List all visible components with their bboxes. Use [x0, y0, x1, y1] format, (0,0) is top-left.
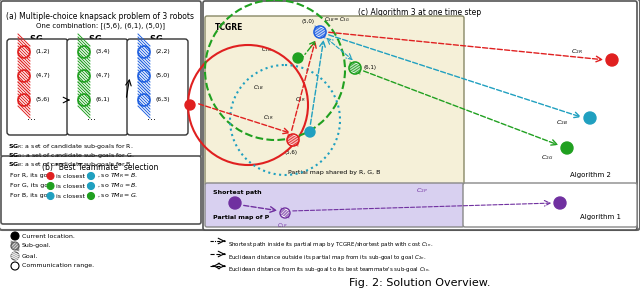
Circle shape — [287, 134, 299, 146]
Circle shape — [293, 53, 303, 63]
Circle shape — [78, 46, 90, 58]
Circle shape — [554, 197, 566, 209]
Text: Partial map shared by R, G, B: Partial map shared by R, G, B — [288, 170, 380, 175]
Text: $C_{1P}$: $C_{1P}$ — [276, 221, 287, 230]
Text: (5,0): (5,0) — [301, 19, 314, 24]
Text: ...: ... — [147, 112, 157, 122]
Text: , so $\mathit{TM}_G = B.$: , so $\mathit{TM}_G = B.$ — [97, 182, 138, 190]
Circle shape — [138, 94, 150, 106]
Text: $\mathbf{SG}_B$: a set of candidate sub-goals for B.: $\mathbf{SG}_B$: a set of candidate sub-… — [8, 160, 134, 169]
Text: Algorithm 2: Algorithm 2 — [570, 172, 611, 178]
Text: $\mathbf{SG}_R$: a set of candidate sub-goals for R.: $\mathbf{SG}_R$: a set of candidate sub-… — [8, 142, 134, 151]
Circle shape — [88, 192, 95, 200]
Text: ...: ... — [88, 112, 97, 122]
FancyBboxPatch shape — [203, 1, 637, 230]
Text: $C_{3R}$: $C_{3R}$ — [295, 95, 305, 104]
Text: (5,0): (5,0) — [156, 73, 170, 79]
Circle shape — [314, 26, 326, 38]
Text: $C_{2B}$: $C_{2B}$ — [556, 119, 568, 127]
Text: Shortest path: Shortest path — [213, 190, 262, 195]
Text: Euclidean distance outside its partial map from its sub-goal to goal $C_{2n}$.: Euclidean distance outside its partial m… — [228, 253, 426, 262]
Text: $C_{1B}$: $C_{1B}$ — [253, 84, 263, 92]
Text: Euclidean distance from its sub-goal to its best teammate's sub-goal $C_{3n}$.: Euclidean distance from its sub-goal to … — [228, 265, 431, 274]
Text: Partial map of P: Partial map of P — [213, 215, 269, 220]
Text: is closest to: is closest to — [56, 184, 94, 188]
Text: Current location.: Current location. — [22, 234, 75, 239]
FancyBboxPatch shape — [7, 39, 68, 135]
Text: ...: ... — [28, 112, 36, 122]
Circle shape — [88, 182, 95, 189]
FancyBboxPatch shape — [205, 183, 464, 227]
Circle shape — [305, 127, 315, 137]
Text: is closest to: is closest to — [56, 193, 94, 199]
Text: (5,6): (5,6) — [36, 98, 51, 103]
Text: , so $\mathit{TM}_R = B.$: , so $\mathit{TM}_R = B.$ — [97, 172, 138, 181]
Text: TCGRE: TCGRE — [215, 23, 243, 32]
Circle shape — [18, 70, 30, 82]
Circle shape — [584, 112, 596, 124]
Circle shape — [561, 142, 573, 154]
Text: (6,1): (6,1) — [363, 65, 376, 71]
Text: One combination: [(5,6), (6,1), (5,0)]: One combination: [(5,6), (6,1), (5,0)] — [35, 22, 164, 29]
Circle shape — [78, 94, 90, 106]
Circle shape — [138, 70, 150, 82]
Text: Fig. 2: Solution Overview.: Fig. 2: Solution Overview. — [349, 278, 491, 288]
Text: For R, its goal: For R, its goal — [10, 173, 53, 178]
Circle shape — [11, 262, 19, 270]
Text: (6,1): (6,1) — [96, 98, 111, 103]
Text: Goal.: Goal. — [22, 254, 38, 258]
Circle shape — [88, 173, 95, 180]
Text: $C_{3B}=C_{3G}$: $C_{3B}=C_{3G}$ — [324, 15, 350, 24]
Text: Shortest path inside its partial map by TCGRE/shortest path with cost $C_{1n}$.: Shortest path inside its partial map by … — [228, 240, 433, 249]
Text: For G, its goal: For G, its goal — [10, 184, 54, 188]
Circle shape — [47, 182, 54, 189]
Text: $C_{2P}$: $C_{2P}$ — [416, 186, 428, 195]
Text: $\mathbf{SG}_R$: $\mathbf{SG}_R$ — [29, 34, 47, 46]
Text: $C_{2G}$: $C_{2G}$ — [541, 154, 553, 162]
Circle shape — [11, 242, 19, 250]
Text: (3,4): (3,4) — [96, 49, 111, 55]
Circle shape — [185, 100, 195, 110]
FancyBboxPatch shape — [67, 39, 128, 135]
Text: (4,7): (4,7) — [36, 73, 51, 79]
Text: $\mathbf{SG}_B$: $\mathbf{SG}_B$ — [148, 34, 167, 46]
Circle shape — [78, 70, 90, 82]
Circle shape — [229, 197, 241, 209]
Circle shape — [47, 192, 54, 200]
Text: Sub-goal.: Sub-goal. — [22, 243, 52, 248]
Text: is closest to: is closest to — [56, 173, 94, 178]
Text: Algorithm 1: Algorithm 1 — [579, 214, 621, 220]
Text: (4,7): (4,7) — [96, 73, 111, 79]
Text: $\mathbf{SG}_G$: $\mathbf{SG}_G$ — [88, 34, 108, 46]
Circle shape — [280, 208, 290, 218]
Text: $C_{2R}$: $C_{2R}$ — [571, 48, 583, 56]
FancyBboxPatch shape — [463, 183, 637, 227]
Text: , so $\mathit{TM}_B = G.$: , so $\mathit{TM}_B = G.$ — [97, 192, 138, 200]
FancyBboxPatch shape — [0, 0, 640, 230]
Text: (c) Algorithm 3 at one time step: (c) Algorithm 3 at one time step — [358, 8, 481, 17]
Text: $C_{1R}$: $C_{1R}$ — [262, 114, 273, 122]
FancyBboxPatch shape — [1, 156, 201, 224]
FancyBboxPatch shape — [1, 1, 201, 157]
Circle shape — [606, 54, 618, 66]
Circle shape — [138, 46, 150, 58]
Text: (5,6): (5,6) — [285, 150, 298, 155]
Text: (a) Multiple-choice knapsack problem of 3 robots: (a) Multiple-choice knapsack problem of … — [6, 12, 194, 21]
Text: (b) "Best Teammate" selection: (b) "Best Teammate" selection — [42, 163, 158, 172]
Circle shape — [349, 62, 361, 74]
FancyBboxPatch shape — [127, 39, 188, 135]
Text: For B, its goal: For B, its goal — [10, 193, 53, 199]
Circle shape — [18, 94, 30, 106]
Circle shape — [47, 173, 54, 180]
Text: (2,2): (2,2) — [156, 49, 171, 55]
Text: $\mathbf{SG}_G$: a set of candidate sub-goals for G.: $\mathbf{SG}_G$: a set of candidate sub-… — [8, 151, 134, 160]
Text: (1,2): (1,2) — [36, 49, 51, 55]
Circle shape — [18, 46, 30, 58]
Text: Communication range.: Communication range. — [22, 263, 94, 269]
Text: (6,3): (6,3) — [156, 98, 171, 103]
Text: $C_{1G}$: $C_{1G}$ — [262, 45, 273, 54]
Circle shape — [11, 232, 19, 240]
Circle shape — [11, 252, 19, 260]
FancyBboxPatch shape — [205, 16, 464, 185]
